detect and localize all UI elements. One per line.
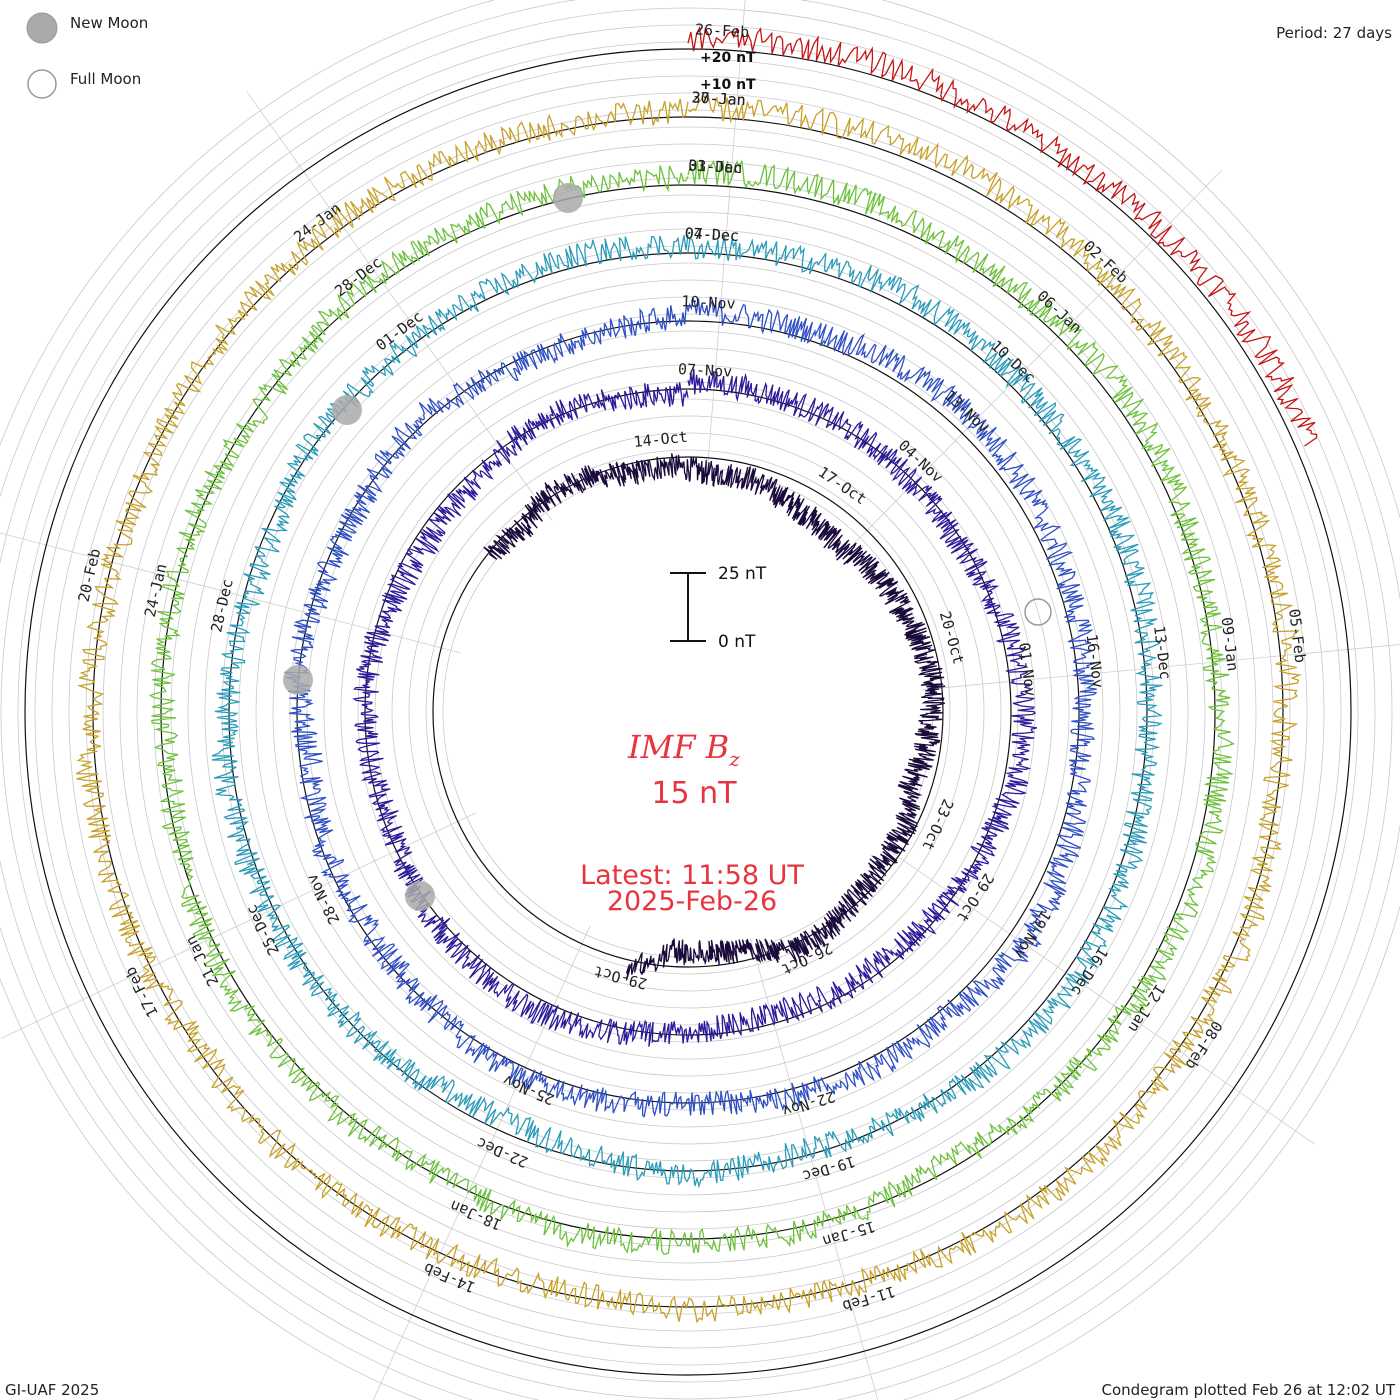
grid-ring — [425, 449, 951, 975]
grid-ring — [0, 24, 1376, 1400]
chart-title-subscript: z — [728, 747, 740, 771]
date-tick-label: 19-Dec — [800, 1152, 857, 1185]
moon-markers — [283, 183, 1052, 911]
full-moon-icon — [27, 69, 57, 99]
date-tick-label: 31-Dec — [688, 156, 743, 177]
date-tick-label: 22-Nov — [780, 1087, 837, 1120]
date-tick-label: 13-Dec — [1150, 625, 1175, 681]
date-tick-label: 04-Dec — [684, 224, 739, 245]
grid-ring — [323, 347, 1053, 1077]
data-series — [75, 25, 1318, 1324]
grid-ring — [238, 262, 1138, 1162]
chart-title-main: IMF B — [627, 728, 729, 766]
date-tick-label: 28-Dec — [331, 253, 385, 300]
grid-ring — [391, 415, 985, 1009]
scale-bar: 25 nT 0 nT — [670, 564, 767, 652]
current-value: 15 nT — [651, 776, 737, 811]
grid-ring — [255, 279, 1121, 1145]
date-tick-label: 11-Feb — [840, 1282, 897, 1315]
ref-label-plus20: +20 nT — [700, 50, 756, 66]
grid-ring — [85, 109, 1291, 1315]
grid-ring — [119, 143, 1257, 1281]
scale-top-label: 25 nT — [718, 564, 767, 584]
grid-ring — [187, 211, 1189, 1213]
date-tick-label: 08-Feb — [1181, 1018, 1226, 1073]
grid-ring — [102, 126, 1274, 1298]
grid-ring — [51, 75, 1325, 1349]
baseline-ring — [92, 116, 1284, 1308]
latest-date: 2025-Feb-26 — [607, 886, 777, 917]
date-tick-label: 27-Jan — [691, 88, 746, 109]
full-moon-label: Full Moon — [70, 70, 141, 88]
new-moon-marker — [553, 183, 583, 213]
period-label: Period: 27 days — [1276, 24, 1392, 42]
date-tick-label: 30-Jan — [691, 88, 746, 109]
baseline-ring — [432, 456, 944, 968]
date-tick-label: 01-Nov — [1015, 641, 1040, 697]
date-tick-label: 03-Jan — [688, 156, 743, 177]
grid-ring — [272, 296, 1104, 1128]
grid-ring — [374, 398, 1002, 1026]
series-line — [148, 159, 1235, 1255]
date-tick-label: 20-Feb — [75, 547, 105, 604]
date-tick-label: 07-Nov — [678, 360, 733, 381]
footer-plotted: Condegram plotted Feb 26 at 12:02 UT — [1102, 1381, 1396, 1399]
baseline-ring — [160, 184, 1216, 1240]
date-tick-label: 17-Oct — [815, 463, 870, 508]
date-tick-label: 20-Oct — [936, 609, 968, 666]
series-line — [211, 234, 1163, 1189]
grid-ring — [34, 58, 1342, 1366]
ref-label-plus10: +10 nT — [700, 77, 756, 93]
date-tick-label: 26-Oct — [779, 939, 836, 979]
date-tick-label: 10-Nov — [681, 292, 736, 313]
date-tick-label: 12-Jan — [1124, 981, 1169, 1036]
radial-spoke — [372, 925, 591, 1400]
date-tick-label: 07-Dec — [684, 224, 739, 245]
series-line — [352, 368, 1038, 1047]
series-line — [687, 25, 1318, 447]
scale-bottom-label: 0 nT — [718, 632, 756, 652]
date-tick-label: 14-Oct — [633, 428, 689, 451]
baseline-ring — [228, 252, 1148, 1172]
grid-ring — [204, 228, 1172, 1196]
date-tick-label: 09-Jan — [1217, 616, 1242, 672]
date-tick-label: 16-Dec — [1067, 944, 1112, 999]
chart-title: IMF Bz — [627, 728, 740, 771]
legend: New Moon Full Moon — [26, 12, 148, 99]
baseline-ring — [24, 48, 1352, 1376]
series-line — [483, 453, 946, 981]
new-moon-label: New Moon — [70, 14, 148, 32]
full-moon-marker — [1024, 598, 1052, 626]
grid-ring — [0, 7, 1393, 1400]
latest-time: Latest: 11:58 UT — [580, 860, 804, 891]
grid-ring — [408, 432, 968, 992]
footer-credit: GI-UAF 2025 — [5, 1381, 99, 1399]
grid-ring — [68, 92, 1308, 1332]
grid-ring — [136, 160, 1240, 1264]
date-tick-label: 26-Feb — [695, 20, 750, 41]
new-moon-icon — [26, 12, 58, 44]
series-line — [75, 95, 1302, 1324]
grid-ring — [170, 194, 1206, 1230]
new-moon-marker — [283, 665, 313, 695]
radial-spoke — [881, 845, 1315, 1145]
grid-ring — [306, 330, 1070, 1094]
new-moon-marker — [332, 395, 362, 425]
series-line — [284, 298, 1098, 1118]
new-moon-marker — [405, 881, 435, 911]
